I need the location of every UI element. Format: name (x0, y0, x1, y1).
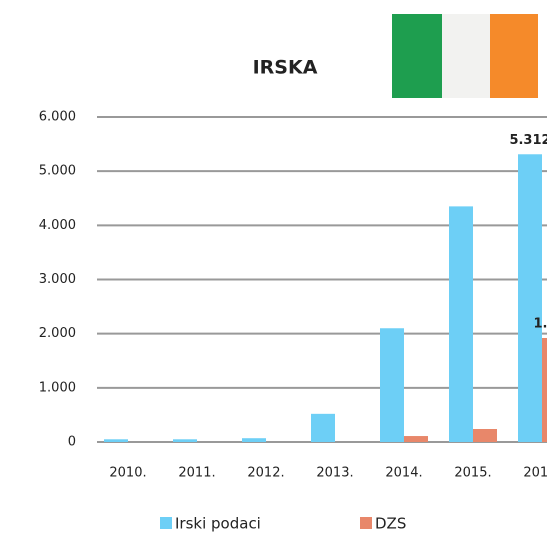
flag-orange (490, 14, 538, 98)
legend-label: DZS (375, 515, 406, 533)
y-tick-label: 3.000 (39, 272, 76, 287)
legend-swatch (360, 517, 372, 529)
y-tick-label: 1.000 (39, 380, 76, 395)
flag-white (442, 14, 490, 98)
x-tick-label: 2016. (523, 466, 547, 481)
y-tick-label: 4.000 (39, 218, 76, 233)
data-label: 5.312 (509, 133, 547, 148)
x-tick-label: 2014. (385, 466, 422, 481)
bar (473, 429, 497, 442)
legend-label: Irski podaci (175, 515, 261, 533)
bar (542, 338, 547, 442)
data-label: 1.920 (533, 317, 547, 332)
bar (242, 438, 266, 442)
bar (449, 206, 473, 442)
y-tick-label: 0 (68, 435, 76, 450)
y-tick-label: 2.000 (39, 326, 76, 341)
x-tick-label: 2015. (454, 466, 491, 481)
x-tick-label: 2011. (178, 466, 215, 481)
x-tick-label: 2013. (316, 466, 353, 481)
bar (404, 436, 428, 442)
x-tick-label: 2012. (247, 466, 284, 481)
x-tick-label: 2010. (109, 466, 146, 481)
chart-title: IRSKA (253, 57, 318, 79)
y-tick-label: 5.000 (39, 164, 76, 179)
flag-green (392, 14, 442, 98)
bar (380, 328, 404, 442)
bar (173, 439, 197, 442)
bar (311, 413, 335, 442)
y-tick-label: 6.000 (39, 110, 76, 125)
bar (104, 439, 128, 442)
flag (392, 14, 538, 98)
legend-swatch (160, 517, 172, 529)
bar (518, 154, 542, 442)
